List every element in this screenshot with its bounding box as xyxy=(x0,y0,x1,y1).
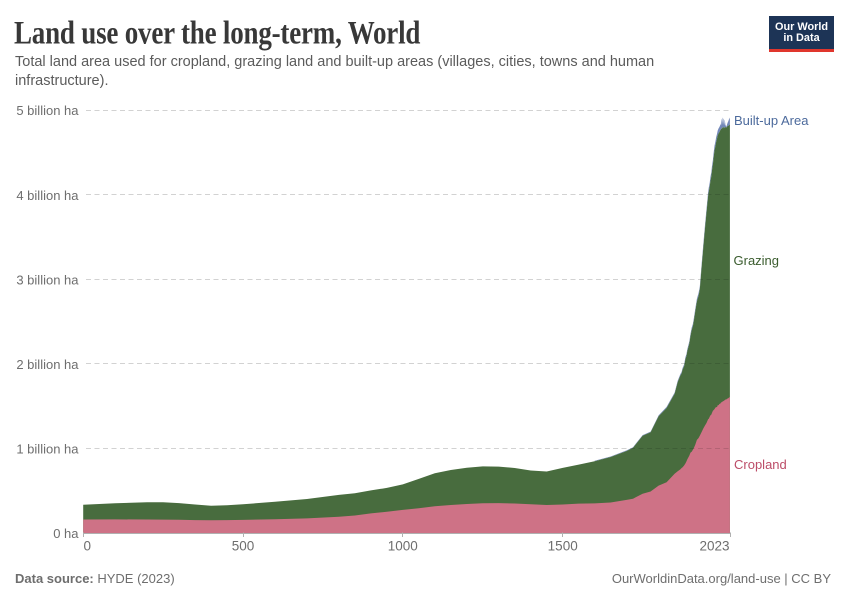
svg-text:2 billion ha: 2 billion ha xyxy=(16,357,79,372)
svg-text:4 billion ha: 4 billion ha xyxy=(16,188,79,203)
svg-text:Built-up Area: Built-up Area xyxy=(734,113,809,128)
svg-text:0 ha: 0 ha xyxy=(53,526,79,541)
svg-text:5 billion ha: 5 billion ha xyxy=(16,103,79,118)
svg-text:0: 0 xyxy=(84,539,92,554)
svg-text:500: 500 xyxy=(232,539,255,554)
svg-text:2023: 2023 xyxy=(699,539,729,554)
svg-text:1500: 1500 xyxy=(548,539,578,554)
svg-text:3 billion ha: 3 billion ha xyxy=(16,272,79,287)
svg-text:1000: 1000 xyxy=(388,539,418,554)
svg-text:1 billion ha: 1 billion ha xyxy=(16,442,79,457)
svg-text:Cropland: Cropland xyxy=(734,457,787,472)
svg-text:Grazing: Grazing xyxy=(734,253,780,268)
